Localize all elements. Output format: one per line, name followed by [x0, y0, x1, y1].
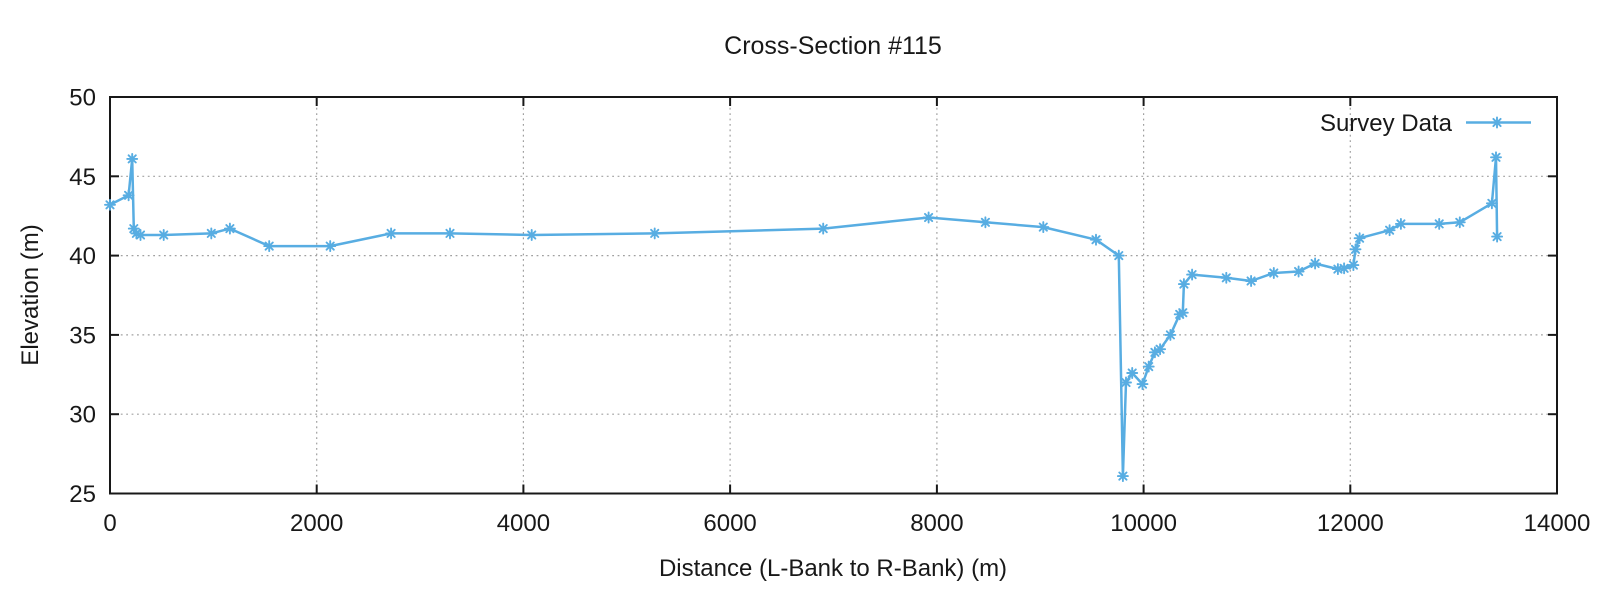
chart-title: Cross-Section #115: [724, 32, 942, 60]
plot-border: [109, 96, 1558, 495]
x-tick-label: 12000: [1317, 510, 1384, 537]
x-tick-label: 14000: [1524, 510, 1591, 537]
x-axis-label: Distance (L-Bank to R-Bank) (m): [659, 555, 1007, 582]
y-tick-label: 30: [69, 402, 96, 429]
y-tick-label: 45: [69, 164, 96, 191]
y-tick-label: 25: [69, 481, 96, 508]
survey-data-line: [108, 156, 1499, 478]
y-tick-label: 35: [69, 322, 96, 349]
survey-data-series: [104, 151, 1504, 483]
legend-marker-sample: [1491, 116, 1503, 129]
x-tick-label: 8000: [910, 510, 963, 537]
x-tick-label: 2000: [290, 510, 343, 537]
legend-series-label: Survey Data: [1320, 110, 1453, 137]
y-tick-label: 40: [69, 243, 96, 270]
y-axis-label: Elevation (m): [17, 224, 44, 365]
x-tick-label: 4000: [497, 510, 550, 537]
x-tick-label: 10000: [1110, 510, 1177, 537]
y-tick-label: 50: [69, 85, 96, 112]
y-tick-labels: 25 30 35 40 45 50: [69, 85, 96, 509]
x-tick-labels: 0 2000 4000 6000 8000 10000 12000 14000: [103, 510, 1590, 537]
legend: Survey Data: [1320, 110, 1531, 137]
survey-data-points: [104, 151, 1504, 483]
grid-lines: [110, 97, 1557, 494]
x-tick-label: 0: [103, 510, 116, 537]
x-tick-label: 6000: [703, 510, 756, 537]
tick-marks: [109, 96, 1558, 495]
